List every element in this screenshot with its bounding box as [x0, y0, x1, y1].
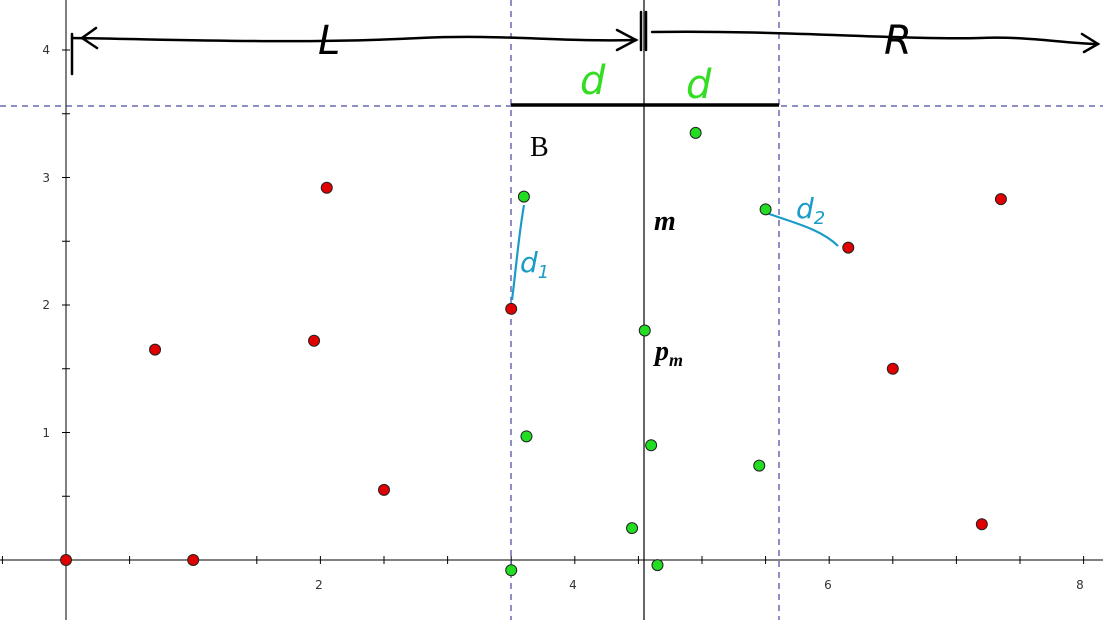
- green-point: [520, 430, 533, 443]
- green-point: [505, 564, 518, 577]
- x-tick-label-4: 4: [569, 578, 577, 592]
- red-point: [378, 483, 390, 496]
- green-point: [517, 190, 530, 203]
- red-point: [842, 241, 855, 254]
- green-point: [651, 559, 664, 572]
- y-tick-label-3: 3: [42, 171, 50, 185]
- green-point: [645, 439, 658, 452]
- dist1-curve: [510, 204, 526, 301]
- dist1-label: d1: [520, 246, 549, 283]
- red-point: [187, 554, 200, 566]
- strip-half-right-label: d: [686, 62, 712, 108]
- dist2-curve: [763, 210, 839, 247]
- right-region-label: R: [884, 18, 912, 64]
- region-arrow: [70, 10, 1101, 76]
- red-point: [994, 193, 1007, 206]
- red-point: [505, 302, 518, 315]
- red-point: [60, 554, 72, 566]
- green-point: [753, 459, 766, 472]
- y-tick-label-4: 4: [42, 43, 50, 57]
- points-layer: [60, 126, 1007, 577]
- x-tick-label-8: 8: [1076, 578, 1084, 592]
- y-tick-label-2: 2: [42, 298, 50, 312]
- green-point: [689, 126, 702, 139]
- green-point: [638, 324, 651, 337]
- red-point: [149, 343, 162, 356]
- red-point: [308, 334, 321, 347]
- strip-half-left-label: d: [580, 58, 606, 104]
- x-tick-label-6: 6: [824, 578, 832, 592]
- left-region-label: L: [318, 18, 340, 64]
- median-label: m: [654, 206, 676, 237]
- green-point: [759, 203, 772, 216]
- red-point: [886, 362, 899, 375]
- x-tick-label-2: 2: [315, 578, 323, 592]
- box-label: B: [530, 132, 549, 163]
- green-point: [626, 522, 639, 535]
- median-point-label: pm: [653, 336, 683, 370]
- y-tick-label-1: 1: [42, 426, 50, 440]
- red-point: [320, 181, 333, 194]
- dist2-label: d2: [796, 192, 825, 229]
- red-point: [975, 518, 988, 531]
